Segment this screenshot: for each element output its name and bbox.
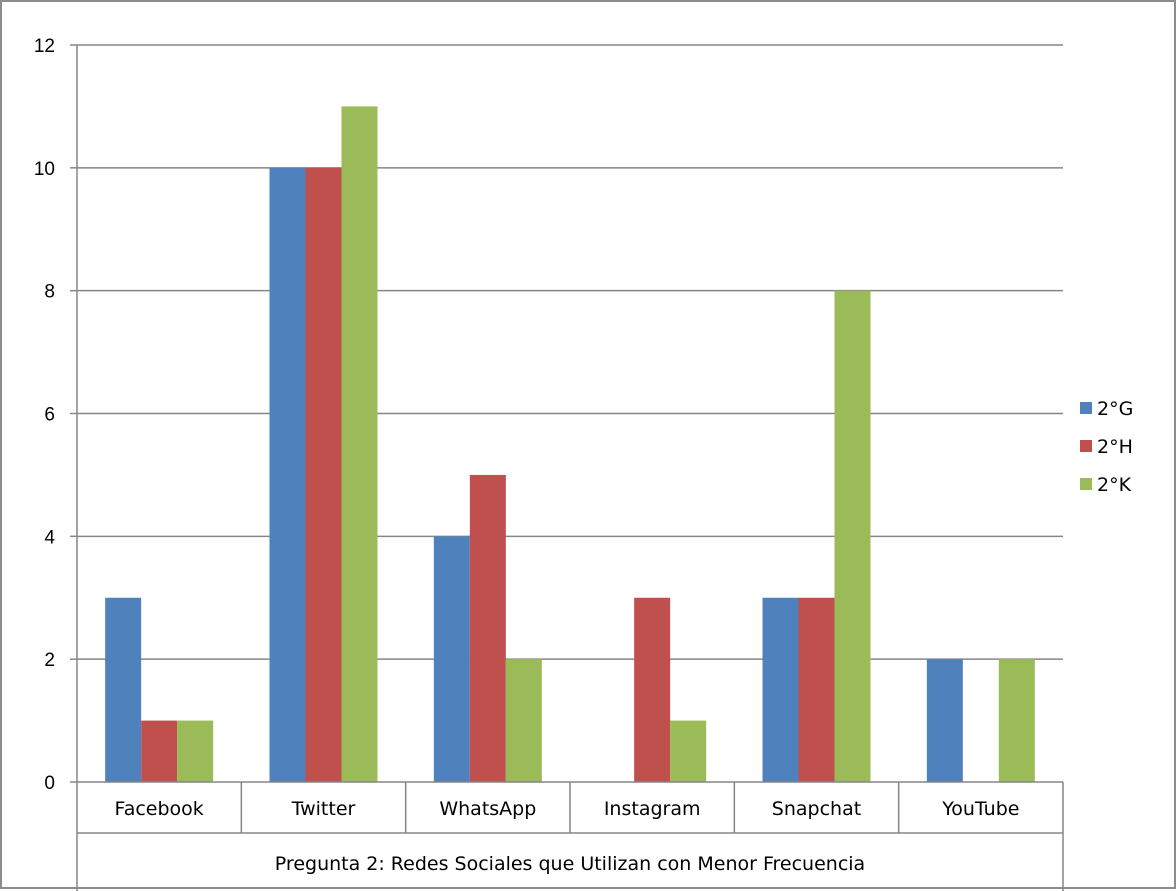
bar	[798, 597, 835, 782]
x-tick-label: Twitter	[291, 798, 356, 820]
bar	[670, 720, 707, 782]
x-tick-label: WhatsApp	[439, 798, 536, 820]
bar	[305, 167, 342, 783]
legend-label: 2°H	[1097, 436, 1133, 458]
x-tick-label: YouTube	[941, 798, 1019, 820]
bar	[141, 720, 178, 782]
bar	[998, 659, 1035, 782]
bar	[834, 290, 871, 782]
bar	[341, 106, 378, 782]
x-tick-label: Instagram	[604, 798, 701, 820]
legend-label: 2°K	[1097, 474, 1132, 496]
bar	[177, 720, 214, 782]
x-tick-label: Snapchat	[772, 798, 861, 820]
y-tick-label: 4	[44, 527, 55, 548]
bar	[926, 659, 963, 782]
axes	[70, 44, 1064, 891]
bars	[105, 106, 1035, 783]
legend: 2°G 2°H 2°K	[1080, 398, 1133, 496]
bar	[469, 474, 506, 782]
bar	[433, 536, 470, 782]
gridlines	[77, 44, 1063, 660]
labels: 0 2 4 6 8 10 12 Facebook Twitter WhatsApp Instagra…	[34, 36, 1020, 820]
x-tick-label: Facebook	[115, 798, 204, 820]
legend-swatch	[1080, 440, 1092, 452]
x-axis-title: Pregunta 2: Redes Sociales que Utilizan …	[275, 853, 865, 875]
legend-swatch	[1080, 402, 1092, 414]
bar	[762, 597, 799, 782]
legend-swatch	[1080, 478, 1092, 490]
legend-label: 2°G	[1097, 398, 1133, 420]
y-tick-label: 10	[34, 159, 55, 180]
bar	[269, 167, 306, 783]
y-tick-label: 0	[44, 773, 55, 794]
bar	[634, 597, 671, 782]
bar	[105, 597, 142, 782]
y-tick-label: 12	[34, 36, 55, 57]
y-tick-label: 8	[44, 282, 55, 303]
y-tick-label: 6	[44, 405, 55, 426]
bar	[505, 659, 542, 782]
y-tick-label: 2	[44, 650, 55, 671]
